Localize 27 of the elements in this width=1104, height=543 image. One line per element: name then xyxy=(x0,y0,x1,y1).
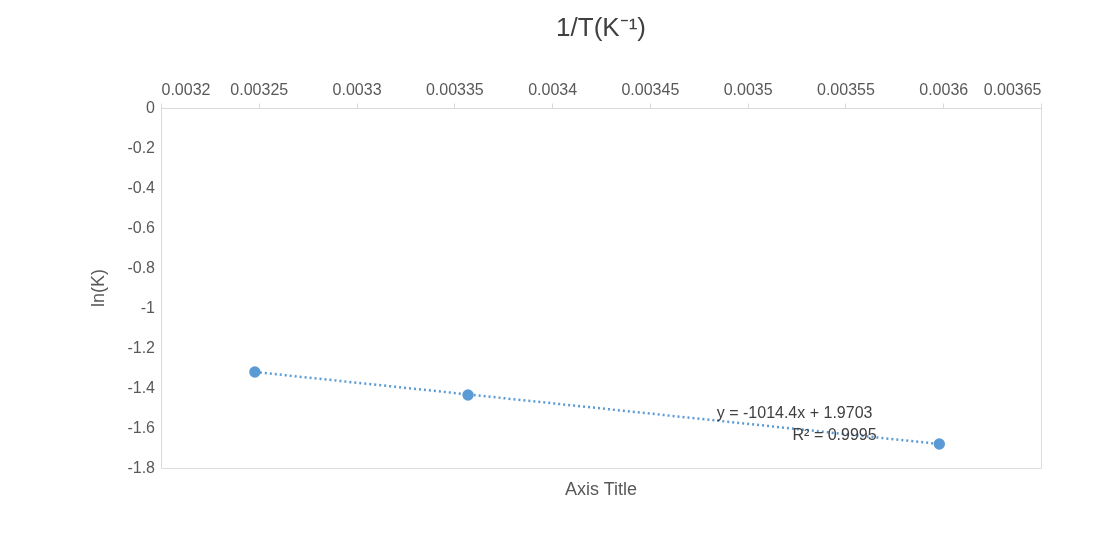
y-tick-label: -1 xyxy=(140,299,156,316)
x-tick-label: 0.0035 xyxy=(723,80,773,98)
x-tick-label: 0.0033 xyxy=(332,80,382,98)
x-tick-label: 0.00355 xyxy=(817,80,875,98)
y-tick-label: -0.4 xyxy=(127,179,156,196)
y-tick-label: -1.4 xyxy=(127,379,156,396)
x-tick-label: 0.0032 xyxy=(161,80,211,98)
y-tick-label: -1.8 xyxy=(127,459,156,476)
annotation: R² = 0.9995 xyxy=(792,426,877,443)
y-tick-label: -1.2 xyxy=(127,339,156,356)
point xyxy=(249,366,261,378)
x-tick-label: 0.00365 xyxy=(983,80,1042,98)
annotation: y = -1014.4x + 1.9703 xyxy=(716,404,873,421)
x-tick-label: 0.00335 xyxy=(425,80,484,98)
x-tick-label: 0.00345 xyxy=(621,80,680,98)
x-tick-label: 0.0034 xyxy=(528,80,578,98)
y-tick-label: -1.6 xyxy=(127,419,156,436)
y-tick-label: -0.6 xyxy=(127,219,156,236)
chart-title: 1/T(K⁻¹) xyxy=(556,12,646,42)
x-tick-label: 0.0036 xyxy=(919,80,969,98)
point xyxy=(933,438,946,450)
y-axis-title: ln(K) xyxy=(88,268,108,308)
y-tick-label: -0.8 xyxy=(127,259,156,276)
x-tick-label: 0.00325 xyxy=(230,80,289,98)
y-tick-label: -0.2 xyxy=(127,139,156,156)
y-tick-label: 0 xyxy=(146,99,156,116)
x-axis-title: Axis Title xyxy=(564,479,638,499)
